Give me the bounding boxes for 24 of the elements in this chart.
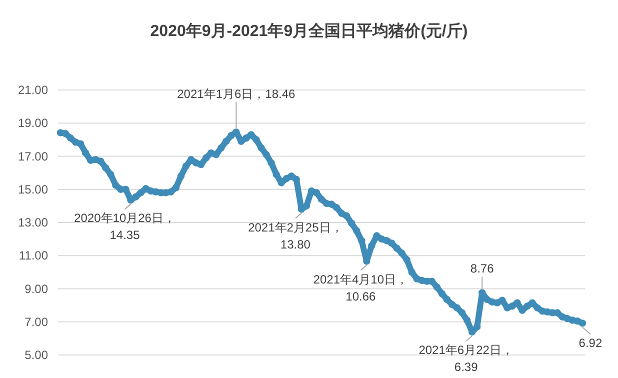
annotation: 6.92 [578, 326, 602, 350]
annotation: 2021年2月25日， 13.80 [248, 220, 343, 252]
title: 2020年9月-2021年9月全国日平均猪价(元/斤) [150, 23, 468, 40]
annotation: 2021年6月22日， 6.39 [418, 335, 514, 374]
annotation: 2020年10月26日， 14.35 [74, 204, 176, 242]
ytick: 15.00 [18, 182, 48, 196]
ytick: 17.00 [18, 149, 48, 164]
ytick: 11.00 [18, 248, 48, 263]
annotation: 2021年4月10日， 10.66 [313, 264, 408, 304]
annotation: 2021年2月25日， 13.80 [248, 212, 343, 252]
annotation: 2020年10月26日， 14.35 [74, 211, 176, 242]
annotation: 2021年4月10日， 10.66 [313, 272, 408, 304]
ytick: 13.00 [18, 216, 48, 230]
ytick: 19.00 [18, 116, 48, 130]
ytick: 7.00 [24, 314, 48, 329]
ytick: 5.00 [24, 348, 48, 362]
annotation: 2021年1月6日，18.46 [177, 87, 296, 129]
annotation: 6.92 [578, 336, 602, 350]
annotation: 8.76 [470, 262, 494, 276]
ytick: 21.00 [18, 83, 48, 97]
annotation: 2021年6月22日， 6.39 [418, 342, 514, 374]
annotation: 2021年1月6日，18.46 [177, 87, 296, 102]
annotation: 8.76 [470, 262, 494, 290]
ytick: 9.00 [24, 282, 48, 296]
